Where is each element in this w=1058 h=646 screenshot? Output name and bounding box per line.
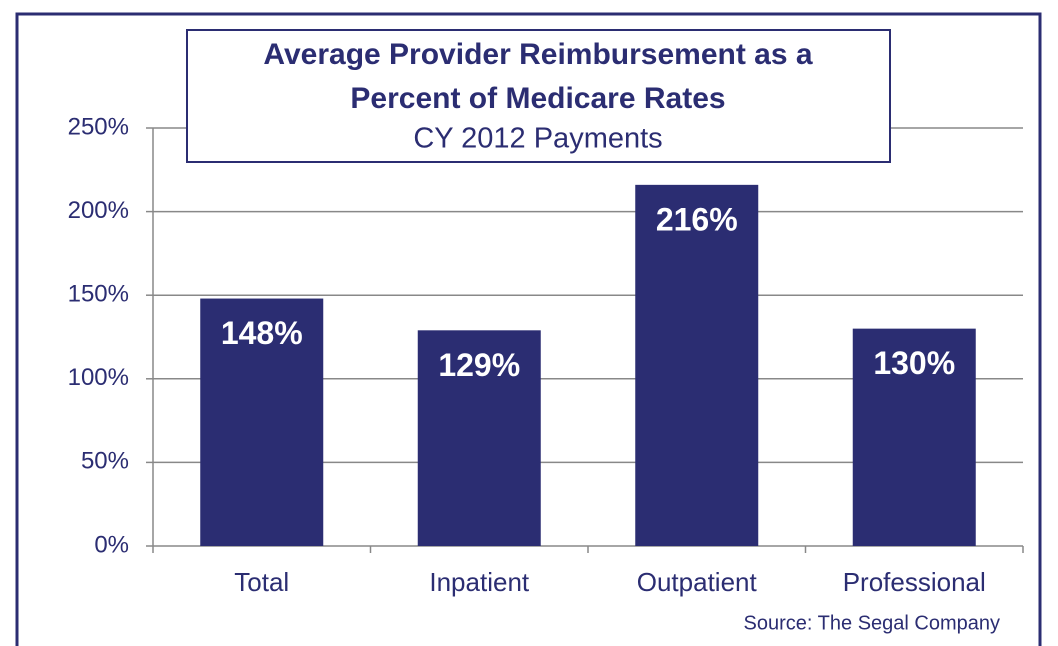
source-note: Source: The Segal Company (744, 612, 1000, 634)
x-tick-label: Inpatient (429, 567, 530, 597)
y-tick-label: 100% (68, 364, 129, 391)
bar (852, 328, 976, 546)
frame (15, 12, 1042, 646)
value-label: 148% (221, 315, 303, 351)
bar (635, 184, 759, 546)
chart-title: Percent of Medicare Rates (350, 82, 725, 115)
x-tick-label: Outpatient (637, 567, 758, 597)
x-tick-label: Professional (843, 567, 986, 597)
chart-subtitle: CY 2012 Payments (413, 123, 662, 155)
title-box (186, 29, 891, 163)
plot: 0% 50% 100% 150% 200% 250% Total 148% Inpatient 1… (68, 113, 1024, 597)
y-tick-label: 250% (68, 113, 129, 140)
y-tick-label: 0% (94, 531, 129, 558)
bar (200, 298, 324, 546)
value-label: 216% (656, 201, 738, 237)
y-tick-label: 50% (81, 448, 129, 475)
y-tick-label: 150% (68, 281, 129, 308)
value-label: 130% (873, 345, 955, 381)
value-label: 129% (438, 347, 520, 383)
bar (417, 330, 541, 546)
x-tick-label: Total (234, 567, 289, 597)
y-tick-label: 200% (68, 197, 129, 224)
chart-title: Average Provider Reimbursement as a (263, 38, 812, 71)
